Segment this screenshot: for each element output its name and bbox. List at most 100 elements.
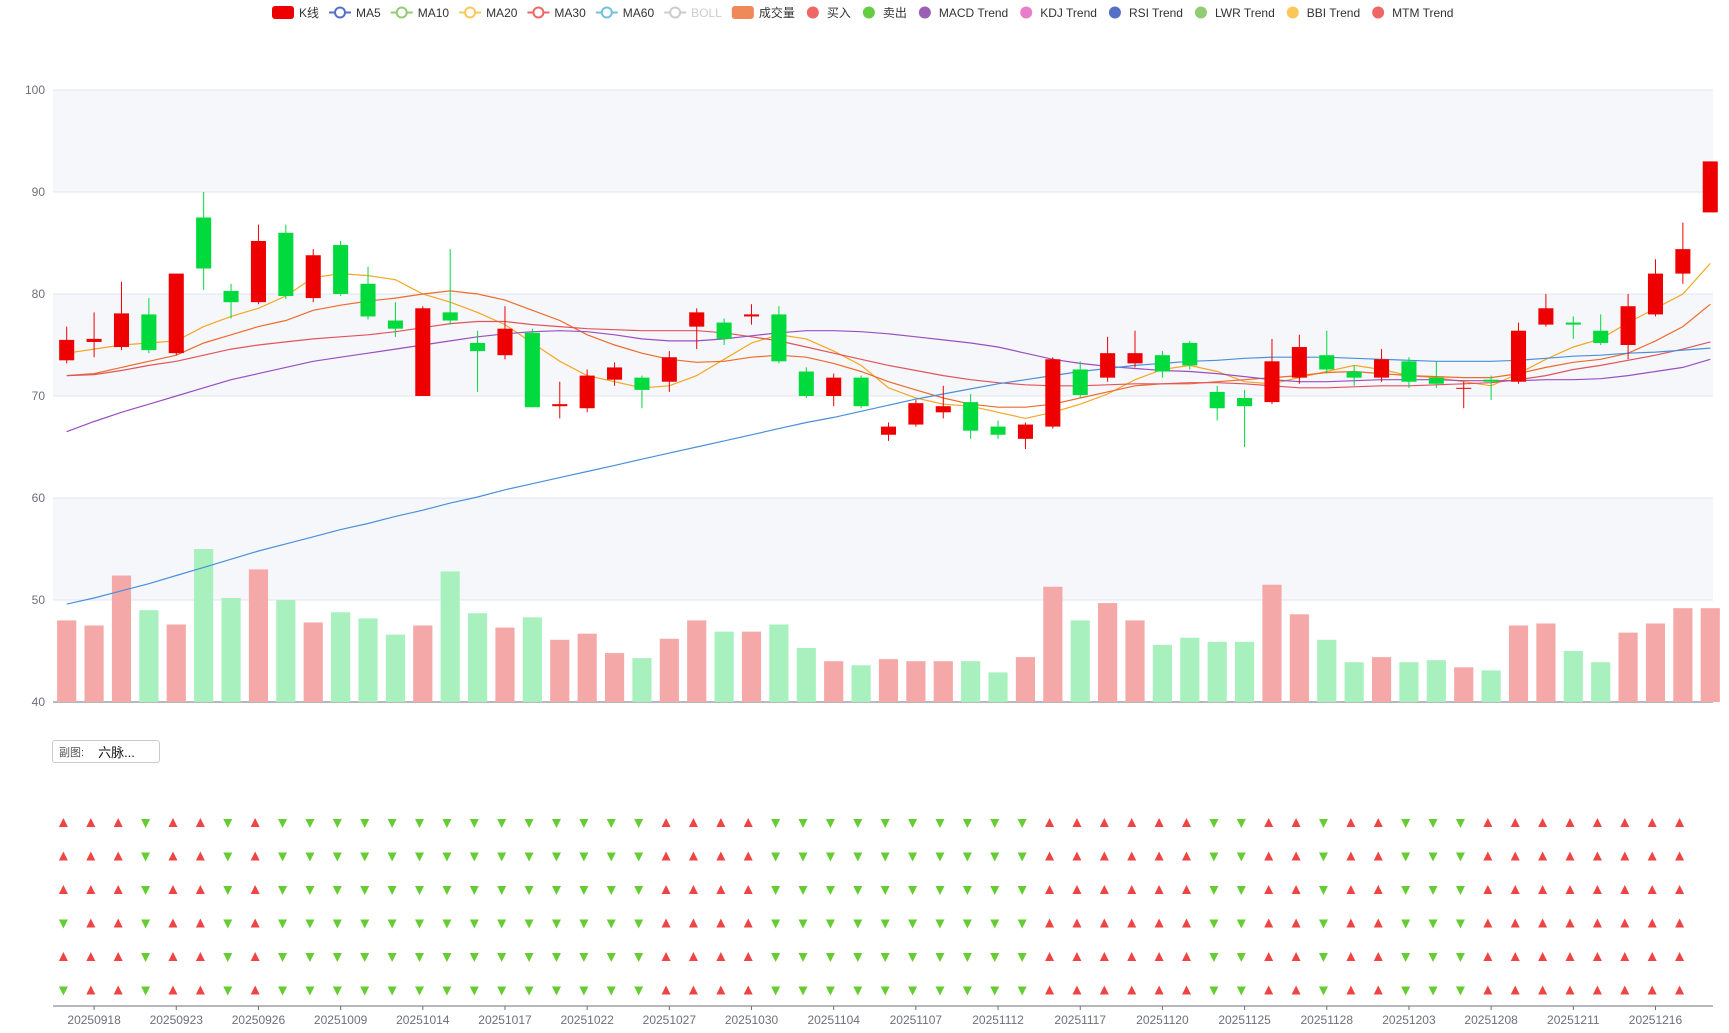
y-tick-label: 100 <box>25 83 45 97</box>
buy-arrow <box>1127 985 1137 995</box>
candle <box>743 304 760 325</box>
sell-arrow <box>579 886 589 895</box>
candle <box>1346 365 1362 386</box>
volume-bar <box>522 617 542 702</box>
volume-bar <box>303 622 323 702</box>
buy-arrow <box>1675 818 1685 827</box>
legend-label: 卖出 <box>883 6 907 20</box>
subchart-select[interactable]: 副图: 六脉... <box>52 740 160 763</box>
candle <box>1647 259 1664 317</box>
buy-arrow <box>1182 851 1192 861</box>
candle-body <box>141 314 157 351</box>
legend-label: MA30 <box>554 6 586 20</box>
candle <box>1209 385 1225 421</box>
buy-arrow <box>1538 918 1548 928</box>
x-tick-label: 20251128 <box>1301 1013 1354 1027</box>
subchart-value: 六脉... <box>98 745 135 760</box>
sell-arrow <box>634 953 644 962</box>
sell-arrow <box>332 986 342 996</box>
sell-arrow <box>634 986 644 996</box>
buy-arrow <box>1291 851 1301 861</box>
sell-arrow <box>606 919 616 929</box>
buy-arrow <box>1538 952 1548 961</box>
sell-arrow <box>1209 852 1219 862</box>
candle <box>908 400 924 427</box>
buy-arrow <box>1291 818 1301 827</box>
buy-arrow <box>688 985 698 995</box>
candle-body <box>743 314 760 317</box>
sell-arrow <box>442 986 452 996</box>
buy-arrow <box>168 952 178 961</box>
volume-bar <box>1289 614 1309 702</box>
x-axis: 20250918 20250923 20250926 20251009 20251014… <box>53 1005 1713 1027</box>
sell-arrow <box>990 919 1000 929</box>
sell-arrow <box>935 819 945 828</box>
volume-bar <box>1454 667 1474 702</box>
sell-arrow <box>634 919 644 929</box>
sell-arrow <box>634 852 644 862</box>
buy-arrow <box>1647 818 1657 827</box>
buy-arrow <box>688 818 698 827</box>
buy-arrow <box>1510 918 1520 928</box>
buy-arrow <box>1510 818 1520 827</box>
x-tick-label: 20251104 <box>807 1013 860 1027</box>
buy-arrow <box>1264 918 1274 928</box>
candle <box>1045 357 1061 429</box>
buy-arrow <box>1072 985 1082 995</box>
buy-arrow <box>1072 851 1082 861</box>
candle-body <box>935 406 951 413</box>
y-tick-label: 40 <box>32 695 46 709</box>
legend-item-ma10: MA10 <box>390 6 449 20</box>
sell-arrow <box>798 852 808 862</box>
buy-arrow <box>195 885 205 894</box>
sell-arrow <box>1017 986 1027 996</box>
candle <box>1182 340 1198 370</box>
sell-arrow <box>880 919 890 929</box>
sell-arrow <box>1455 852 1465 862</box>
sell-arrow <box>442 919 452 929</box>
sell-arrow <box>1401 819 1411 828</box>
buy-arrow <box>58 885 68 894</box>
x-tick-label: 20251107 <box>890 1013 943 1027</box>
sell-arrow <box>497 953 507 962</box>
candle-body <box>1127 353 1143 364</box>
buy-arrow <box>1182 985 1192 995</box>
sell-arrow <box>223 852 233 862</box>
sell-arrow <box>606 986 616 996</box>
candle-body <box>1647 273 1664 315</box>
candle-body <box>1510 330 1527 382</box>
legend-line-marker-icon <box>334 6 347 19</box>
sell-arrow <box>880 953 890 962</box>
sell-arrow <box>825 953 835 962</box>
candle-body <box>1620 306 1636 345</box>
sell-arrow <box>1017 886 1027 895</box>
volume-bar <box>495 627 515 702</box>
legend-line-marker-icon <box>600 6 613 19</box>
buy-arrow <box>716 952 726 961</box>
sell-arrow <box>771 953 781 962</box>
candle-body <box>442 312 458 321</box>
candle-body <box>59 339 75 361</box>
volume-bar <box>1700 608 1720 702</box>
buy-arrow <box>1565 885 1575 894</box>
x-tick-label: 20251022 <box>560 1013 614 1027</box>
buy-arrow <box>250 885 260 894</box>
sell-arrow <box>798 919 808 929</box>
buy-arrow <box>1647 985 1657 995</box>
volume-bar <box>906 661 926 702</box>
sell-arrow <box>469 919 479 929</box>
buy-arrow <box>1099 851 1109 861</box>
buy-arrow <box>743 918 753 928</box>
candle <box>168 273 184 356</box>
sell-arrow <box>1318 986 1328 996</box>
buy-arrow <box>688 851 698 861</box>
volume-bar <box>1536 623 1556 702</box>
buy-arrow <box>716 851 726 861</box>
buy-arrow <box>1675 851 1685 861</box>
candle-body <box>990 426 1006 435</box>
candle <box>689 308 705 350</box>
legend-item-ma20: MA20 <box>459 6 518 20</box>
sell-arrow <box>360 953 370 962</box>
volume-bar <box>577 633 597 702</box>
candle <box>1237 389 1253 447</box>
